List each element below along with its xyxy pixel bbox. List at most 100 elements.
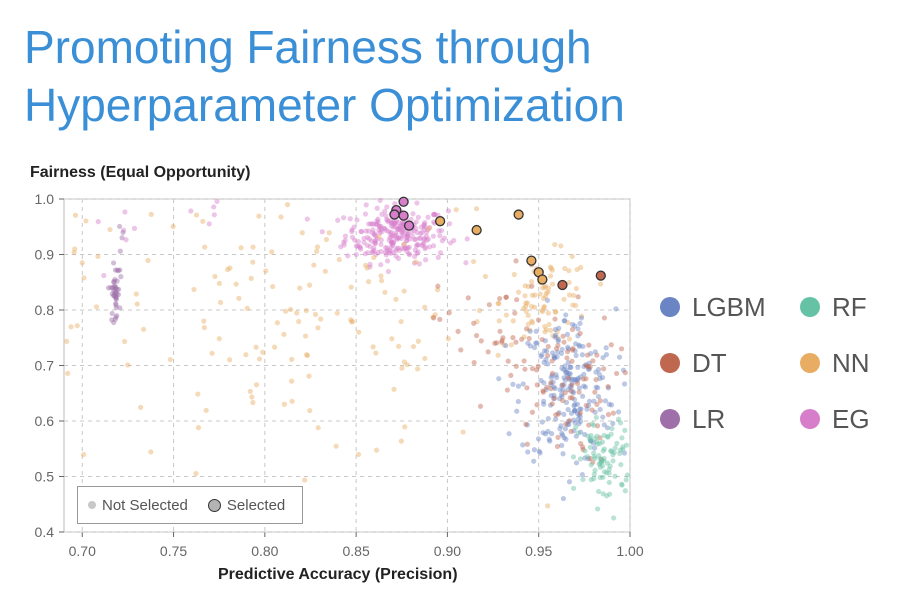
data-point — [555, 338, 561, 344]
data-point — [545, 310, 551, 316]
data-point — [112, 267, 119, 273]
data-point — [406, 251, 412, 257]
data-point — [116, 286, 122, 292]
data-point — [541, 380, 547, 386]
data-point — [413, 243, 420, 249]
data-point — [548, 392, 554, 399]
data-point — [548, 379, 554, 386]
data-point — [303, 308, 309, 314]
data-point — [541, 359, 547, 365]
data-point — [112, 316, 119, 322]
data-point — [606, 401, 612, 407]
data-point — [601, 315, 608, 321]
data-point — [432, 211, 438, 218]
selected-point — [434, 216, 446, 227]
data-point — [423, 244, 429, 250]
data-point — [547, 264, 554, 270]
data-point — [554, 329, 560, 335]
data-point — [542, 431, 549, 437]
data-point — [362, 262, 369, 268]
data-point — [600, 414, 606, 420]
data-point — [572, 420, 578, 426]
data-point — [528, 279, 535, 285]
data-point — [554, 374, 560, 381]
data-point — [388, 229, 394, 235]
data-point — [585, 402, 592, 409]
data-point — [570, 390, 576, 396]
y-tick-label: 0.4 — [35, 524, 55, 540]
data-point — [604, 460, 611, 466]
data-point — [559, 442, 565, 448]
x-tick-label: 0.90 — [434, 543, 461, 559]
data-point — [551, 354, 558, 361]
data-point — [549, 358, 555, 364]
data-point — [212, 273, 218, 280]
data-point — [447, 240, 454, 246]
data-point — [503, 342, 509, 349]
legend-label: DT — [692, 347, 727, 378]
data-point — [525, 312, 531, 319]
data-point — [531, 304, 538, 310]
data-point — [610, 410, 617, 416]
data-point — [569, 321, 576, 328]
data-point — [421, 235, 427, 241]
data-point — [561, 318, 567, 324]
data-point — [283, 308, 289, 314]
data-point — [114, 286, 120, 293]
data-point — [561, 382, 567, 388]
data-point — [401, 359, 407, 365]
data-point — [543, 356, 549, 363]
legend-marker-lgbm-icon — [660, 297, 680, 317]
data-point — [413, 219, 419, 225]
data-point — [395, 219, 401, 225]
data-point — [549, 401, 555, 407]
data-point — [532, 292, 538, 298]
data-point — [434, 287, 441, 293]
data-point — [569, 380, 575, 386]
data-point — [113, 296, 119, 302]
data-point — [476, 308, 483, 314]
data-point — [620, 446, 626, 452]
x-tick-label: 0.80 — [251, 543, 278, 559]
data-point — [612, 445, 618, 451]
data-point — [441, 235, 448, 241]
data-point — [411, 228, 418, 234]
data-point — [318, 316, 324, 322]
data-point — [521, 358, 527, 364]
data-point — [306, 282, 313, 288]
data-point — [415, 214, 421, 220]
data-point — [600, 354, 606, 361]
data-point — [525, 321, 532, 327]
data-point — [559, 430, 565, 437]
data-point — [396, 343, 402, 349]
data-point — [547, 273, 554, 279]
data-point — [394, 236, 400, 242]
data-point — [589, 407, 595, 413]
data-point — [623, 477, 629, 483]
data-point — [591, 471, 597, 477]
data-point — [451, 237, 457, 244]
data-point — [353, 251, 359, 258]
data-point — [414, 366, 421, 372]
data-point — [216, 336, 222, 342]
data-point — [373, 233, 379, 239]
legend-marker-dt-icon — [660, 353, 680, 373]
data-point — [167, 356, 173, 363]
data-point — [565, 344, 571, 350]
data-point — [386, 249, 392, 255]
data-point — [114, 313, 120, 319]
data-point — [585, 433, 591, 439]
data-point — [419, 229, 425, 236]
data-point — [606, 470, 612, 476]
selected-point — [403, 220, 415, 231]
data-point — [355, 451, 362, 458]
data-point — [548, 381, 554, 387]
data-point — [595, 366, 602, 373]
data-point — [566, 376, 573, 382]
data-point — [389, 220, 395, 226]
data-point — [524, 441, 530, 447]
data-point — [396, 235, 402, 241]
data-point — [203, 407, 209, 414]
data-point — [140, 326, 147, 332]
data-point — [391, 233, 398, 239]
